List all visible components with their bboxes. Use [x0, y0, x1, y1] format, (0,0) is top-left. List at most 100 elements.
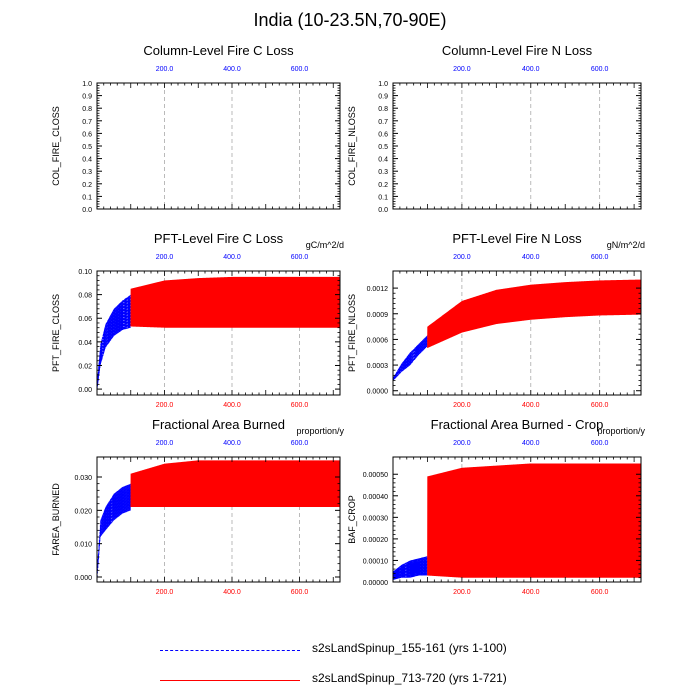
- panel-title: Column-Level Fire C Loss: [143, 43, 294, 58]
- y-tick-label: 0.5: [82, 144, 92, 151]
- y-tick-label: 1.0: [378, 81, 388, 88]
- y-tick-label: 0.06: [78, 316, 92, 323]
- bottom-x-tick-label: 200.0: [156, 402, 174, 409]
- y-tick-label: 0.0000: [367, 389, 389, 396]
- panel-title: Fractional Area Burned: [152, 417, 285, 432]
- y-tick-label: 0.0012: [367, 286, 389, 293]
- bottom-x-tick-label: 600.0: [591, 402, 609, 409]
- units-label: gC/m^2/d: [306, 240, 344, 250]
- legend-item-blue: s2sLandSpinup_155-161 (yrs 1-100): [160, 641, 660, 661]
- y-tick-label: 0.10: [78, 269, 92, 276]
- y-tick-label: 0.9: [82, 94, 92, 101]
- y-tick-label: 0.6: [378, 131, 388, 138]
- y-tick-label: 0.00010: [363, 558, 388, 565]
- bottom-x-tick-label: 600.0: [591, 589, 609, 596]
- legend-label: s2sLandSpinup_713-720 (yrs 1-721): [312, 671, 507, 685]
- legend-item-red: s2sLandSpinup_713-720 (yrs 1-721): [160, 671, 660, 691]
- y-axis-label: PFT_FIRE_CLOSS: [51, 294, 61, 372]
- top-x-tick-label: 200.0: [156, 440, 174, 447]
- series-line-red: [130, 276, 341, 328]
- bottom-x-tick-label: 400.0: [522, 589, 540, 596]
- y-tick-label: 0.02: [78, 363, 92, 370]
- y-axis-label: BAF_CROP: [347, 495, 357, 544]
- panel-title: PFT-Level Fire N Loss: [452, 231, 582, 246]
- top-x-tick-label: 200.0: [453, 66, 471, 73]
- y-tick-label: 0.1: [378, 194, 388, 201]
- top-x-tick-label: 600.0: [291, 440, 309, 447]
- y-tick-label: 0.8: [82, 106, 92, 113]
- y-tick-label: 0.020: [74, 508, 92, 515]
- bottom-x-tick-label: 200.0: [453, 402, 471, 409]
- y-tick-label: 0.5: [378, 144, 388, 151]
- top-x-tick-label: 200.0: [156, 66, 174, 73]
- y-tick-label: 0.6: [82, 131, 92, 138]
- series-line-blue: [97, 483, 131, 578]
- y-tick-label: 0.7: [82, 119, 92, 126]
- y-tick-label: 0.1: [82, 194, 92, 201]
- y-axis-label: COL_FIRE_NLOSS: [347, 106, 357, 186]
- y-tick-label: 0.0006: [367, 337, 389, 344]
- y-tick-label: 0.00030: [363, 515, 388, 522]
- y-tick-label: 0.3: [82, 169, 92, 176]
- series-line-blue: [393, 556, 428, 580]
- top-x-tick-label: 200.0: [156, 254, 174, 261]
- y-tick-label: 0.9: [378, 94, 388, 101]
- y-tick-label: 0.08: [78, 293, 92, 300]
- y-tick-label: 0.000: [74, 575, 92, 582]
- top-x-tick-label: 200.0: [453, 440, 471, 447]
- y-tick-label: 0.00050: [363, 472, 388, 479]
- y-tick-label: 0.0009: [367, 312, 389, 319]
- top-x-tick-label: 400.0: [223, 66, 241, 73]
- bottom-x-tick-label: 400.0: [223, 589, 241, 596]
- top-x-tick-label: 400.0: [522, 66, 540, 73]
- top-x-tick-label: 600.0: [591, 440, 609, 447]
- top-x-tick-label: 600.0: [291, 66, 309, 73]
- bottom-x-tick-label: 600.0: [291, 402, 309, 409]
- y-tick-label: 0.010: [74, 542, 92, 549]
- units-label: proportion/y: [296, 426, 344, 436]
- panel-title: Fractional Area Burned - Crop: [431, 417, 604, 432]
- legend-swatch-blue: [160, 650, 300, 651]
- top-x-tick-label: 400.0: [223, 440, 241, 447]
- panel-title: PFT-Level Fire C Loss: [154, 231, 284, 246]
- plot-frame: [392, 82, 642, 210]
- bottom-x-tick-label: 400.0: [522, 402, 540, 409]
- series-line-blue: [97, 294, 131, 390]
- top-x-tick-label: 400.0: [223, 254, 241, 261]
- y-tick-label: 0.00020: [363, 537, 388, 544]
- series-line-blue: [393, 335, 428, 381]
- y-tick-label: 0.0: [378, 207, 388, 214]
- y-tick-label: 0.00040: [363, 494, 388, 501]
- y-tick-label: 0.4: [82, 157, 92, 164]
- top-x-tick-label: 400.0: [522, 440, 540, 447]
- y-tick-label: 0.8: [378, 106, 388, 113]
- y-tick-label: 0.7: [378, 119, 388, 126]
- y-tick-label: 0.4: [378, 157, 388, 164]
- y-tick-label: 0.0003: [367, 363, 389, 370]
- top-x-tick-label: 400.0: [522, 254, 540, 261]
- y-tick-label: 0.2: [378, 182, 388, 189]
- y-axis-label: PFT_FIRE_NLOSS: [347, 294, 357, 372]
- top-x-tick-label: 600.0: [591, 66, 609, 73]
- bottom-x-tick-label: 600.0: [291, 589, 309, 596]
- legend-label: s2sLandSpinup_155-161 (yrs 1-100): [312, 641, 507, 655]
- bottom-x-tick-label: 200.0: [156, 589, 174, 596]
- y-tick-label: 1.0: [82, 81, 92, 88]
- series-line-red: [130, 460, 341, 508]
- panel-title: Column-Level Fire N Loss: [442, 43, 593, 58]
- y-tick-label: 0.04: [78, 340, 92, 347]
- plot-frame: [96, 82, 341, 210]
- legend-swatch-red: [160, 680, 300, 681]
- top-x-tick-label: 200.0: [453, 254, 471, 261]
- y-tick-label: 0.00000: [363, 580, 388, 587]
- y-tick-label: 0.0: [82, 207, 92, 214]
- units-label: gN/m^2/d: [607, 240, 645, 250]
- series-line-red: [427, 463, 642, 578]
- series-line-red: [427, 279, 642, 348]
- y-tick-label: 0.2: [82, 182, 92, 189]
- top-x-tick-label: 600.0: [591, 254, 609, 261]
- y-tick-label: 0.00: [78, 387, 92, 394]
- bottom-x-tick-label: 400.0: [223, 402, 241, 409]
- figure-title: India (10-23.5N,70-90E): [253, 10, 447, 30]
